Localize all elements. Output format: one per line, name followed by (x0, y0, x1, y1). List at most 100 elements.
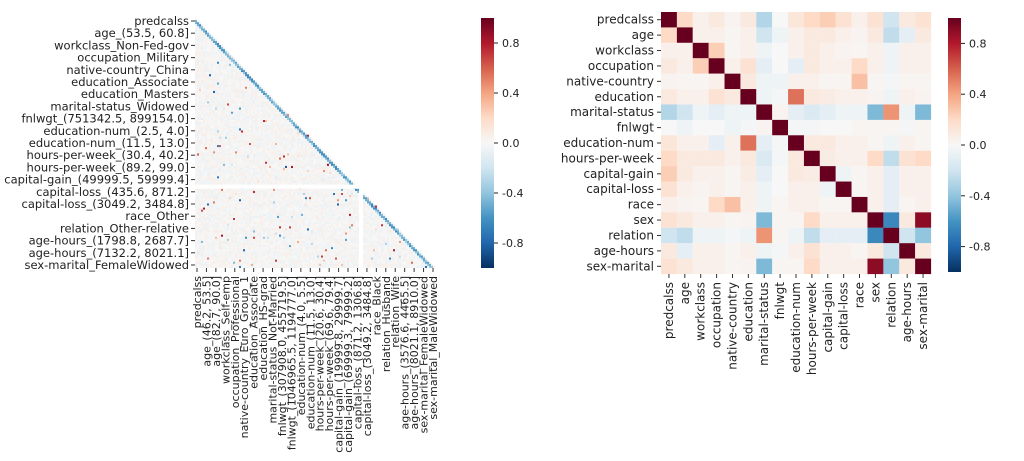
heatmap-cell (213, 113, 216, 116)
heatmap-cell (195, 172, 198, 175)
heatmap-cell (315, 172, 318, 175)
heatmap-cell (203, 111, 206, 114)
heatmap-cell (237, 107, 240, 110)
heatmap-cell (211, 155, 214, 158)
heatmap-cell (225, 126, 228, 129)
heatmap-cell (197, 222, 200, 225)
heatmap-cell (233, 157, 236, 160)
heatmap-cell (217, 205, 220, 208)
heatmap-cell (205, 86, 208, 89)
heatmap-cell (309, 157, 312, 160)
heatmap-cell (355, 207, 358, 210)
heatmap-cell (245, 199, 248, 202)
heatmap-cell (233, 151, 236, 154)
heatmap-cell (229, 165, 232, 169)
heatmap-cell (197, 126, 200, 129)
heatmap-cell (211, 51, 214, 54)
heatmap-cell (299, 145, 302, 148)
heatmap-cell (291, 195, 294, 198)
heatmap-cell (199, 132, 202, 135)
heatmap-cell (243, 72, 246, 75)
heatmap-cell (305, 174, 308, 177)
heatmap-cell (255, 140, 258, 144)
heatmap-cell (197, 201, 200, 204)
heatmap-cell (319, 153, 322, 156)
heatmap-cell (225, 76, 228, 79)
heatmap-cell (363, 199, 366, 202)
heatmap-cell (313, 163, 316, 166)
heatmap-cell (309, 168, 312, 171)
heatmap-cell (351, 201, 354, 204)
heatmap-cell (293, 209, 296, 212)
heatmap-cell (261, 176, 264, 179)
heatmap-cell (221, 86, 224, 89)
heatmap-cell (287, 203, 290, 206)
heatmap-cell (237, 222, 240, 225)
heatmap-cell (255, 224, 258, 227)
heatmap-cell (245, 182, 248, 185)
heatmap-cell (217, 203, 220, 206)
heatmap-cell (277, 220, 280, 223)
heatmap-cell (287, 190, 290, 194)
heatmap-cell (209, 124, 212, 127)
heatmap-cell (321, 205, 324, 208)
heatmap-cell (293, 159, 296, 162)
heatmap-cell (285, 118, 288, 121)
heatmap-cell (289, 178, 292, 181)
heatmap-cell (307, 201, 310, 204)
heatmap-cell (213, 188, 216, 191)
heatmap-cell (231, 218, 234, 221)
heatmap-cell (273, 207, 276, 210)
heatmap-cell (267, 124, 270, 127)
heatmap-cell (195, 34, 198, 37)
heatmap-cell (289, 157, 292, 160)
heatmap-cell (225, 74, 228, 77)
heatmap-cell (301, 213, 304, 216)
heatmap-cell (223, 224, 226, 227)
heatmap-cell (297, 138, 300, 141)
heatmap-cell (279, 215, 282, 219)
heatmap-cell (285, 151, 288, 154)
heatmap-cell (301, 201, 304, 204)
heatmap-cell (195, 178, 198, 181)
heatmap-cell (363, 209, 366, 212)
heatmap-cell (197, 197, 200, 200)
heatmap-cell (355, 188, 358, 191)
heatmap-cell (263, 99, 266, 102)
heatmap-cell (293, 124, 296, 127)
heatmap-cell (319, 174, 322, 177)
heatmap-cell (207, 193, 210, 196)
heatmap-cell (279, 195, 282, 198)
heatmap-cell (241, 170, 244, 173)
heatmap-cell (249, 74, 252, 77)
heatmap-cell (223, 147, 226, 150)
heatmap-cell (235, 90, 238, 94)
heatmap-cell (375, 222, 378, 225)
heatmap-cell (265, 143, 268, 146)
heatmap-cell (243, 211, 246, 214)
heatmap-cell (293, 203, 296, 206)
heatmap-cell (257, 165, 260, 169)
heatmap-cell (199, 74, 202, 77)
heatmap-cell (335, 213, 338, 216)
heatmap-cell (265, 97, 268, 100)
heatmap-cell (209, 70, 212, 73)
heatmap-cell (373, 207, 376, 210)
heatmap-cell (237, 163, 240, 166)
heatmap-cell (285, 161, 288, 164)
heatmap-cell (239, 138, 242, 141)
heatmap-cell (231, 207, 234, 210)
heatmap-cell (219, 76, 222, 79)
heatmap-cell (303, 153, 306, 156)
heatmap-cell (299, 207, 302, 210)
heatmap-cell (267, 174, 270, 177)
heatmap-cell (341, 176, 344, 179)
heatmap-cell (287, 136, 290, 139)
heatmap-cell (251, 195, 254, 198)
heatmap-cell (297, 207, 300, 210)
heatmap-cell (237, 118, 240, 121)
heatmap-cell (237, 74, 240, 77)
heatmap-cell (213, 155, 216, 158)
heatmap-cell (259, 153, 262, 156)
heatmap-cell (259, 115, 262, 119)
